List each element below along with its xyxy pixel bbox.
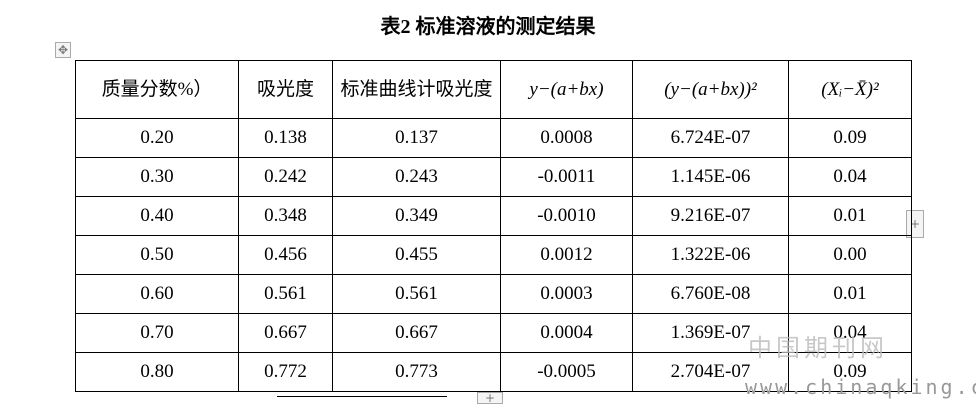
data-table: 质量分数%） 吸光度 标准曲线计吸光度 y−(a+bx) (y−(a+bx))² (Xᵢ−… (75, 60, 912, 392)
table-cell: 0.667 (332, 313, 501, 353)
table-cell: 0.242 (238, 157, 333, 197)
table-cell: 0.137 (332, 118, 501, 158)
table-cell: 0.138 (238, 118, 333, 158)
table-cell: 0.0012 (500, 235, 633, 275)
header-cell: 吸光度 (238, 60, 333, 119)
header-cell: y−(a+bx) (500, 60, 633, 119)
table-cell: -0.0011 (500, 157, 633, 197)
table-cell: 0.09 (788, 352, 912, 392)
header-cell: (y−(a+bx))² (632, 60, 789, 119)
separator (277, 396, 447, 397)
header-cell: 质量分数%） (75, 60, 239, 119)
table-cell: 0.0008 (500, 118, 633, 158)
table-cell: 0.455 (332, 235, 501, 275)
table-cell: 0.09 (788, 118, 912, 158)
table-cell: -0.0005 (500, 352, 633, 392)
header-cell: (Xᵢ−X̄)² (788, 60, 912, 119)
table-cell: 0.773 (332, 352, 501, 392)
table-cell: 0.01 (788, 196, 912, 236)
table-cell: 6.760E-08 (632, 274, 789, 314)
table-cell: 0.00 (788, 235, 912, 275)
table-title: 表2 标准溶液的测定结果 (380, 16, 596, 38)
table-cell: 0.04 (788, 157, 912, 197)
table-row: 0.30 0.242 0.243 -0.0011 1.145E-06 0.04 (75, 157, 912, 197)
table-cell: 0.20 (75, 118, 239, 158)
table-cell: -0.0010 (500, 196, 633, 236)
table-row: 0.60 0.561 0.561 0.0003 6.760E-08 0.01 (75, 274, 912, 314)
table-row: 0.40 0.348 0.349 -0.0010 9.216E-07 0.01 (75, 196, 912, 236)
watermark-url: www.chinaqking.com (745, 375, 976, 399)
table-cell: 0.30 (75, 157, 239, 197)
header-cell: 标准曲线计吸光度 (332, 60, 501, 119)
table-cell: 1.145E-06 (632, 157, 789, 197)
table-row: 0.70 0.667 0.667 0.0004 1.369E-07 0.04 (75, 313, 912, 353)
table-cell: 0.348 (238, 196, 333, 236)
table-cell: 0.667 (238, 313, 333, 353)
table-cell: 6.724E-07 (632, 118, 789, 158)
table-row: 0.80 0.772 0.773 -0.0005 2.704E-07 0.09 (75, 352, 912, 392)
watermark-name: 中国期刊网 (748, 334, 888, 362)
header-row: 质量分数%） 吸光度 标准曲线计吸光度 y−(a+bx) (y−(a+bx))² (Xᵢ−… (75, 60, 912, 119)
table-cell: 0.70 (75, 313, 239, 353)
table-cell: 0.40 (75, 196, 239, 236)
table-cell: 1.369E-07 (632, 313, 789, 353)
table-cell: 0.561 (238, 274, 333, 314)
table-cell: 0.04 (788, 313, 912, 353)
table-cell: 9.216E-07 (632, 196, 789, 236)
table-cell: 0.01 (788, 274, 912, 314)
table-cell: 1.322E-06 (632, 235, 789, 275)
table-row: 0.50 0.456 0.455 0.0012 1.322E-06 0.00 (75, 235, 912, 275)
table-cell: 0.349 (332, 196, 501, 236)
table-cell: 0.0004 (500, 313, 633, 353)
table-cell: 0.50 (75, 235, 239, 275)
table-cell: 0.60 (75, 274, 239, 314)
table-cell: 0.80 (75, 352, 239, 392)
table-cell: 0.456 (238, 235, 333, 275)
table-cell: 0.243 (332, 157, 501, 197)
table-body: 0.20 0.138 0.137 0.0008 6.724E-07 0.09 0.30 0.2… (75, 118, 912, 392)
table-cell: 0.772 (238, 352, 333, 392)
table-row: 0.20 0.138 0.137 0.0008 6.724E-07 0.09 (75, 118, 912, 158)
table-cell: 0.561 (332, 274, 501, 314)
add-row-handle[interactable]: + (477, 392, 503, 404)
move-handle[interactable]: ✥ (55, 42, 71, 58)
table-cell: 0.0003 (500, 274, 633, 314)
